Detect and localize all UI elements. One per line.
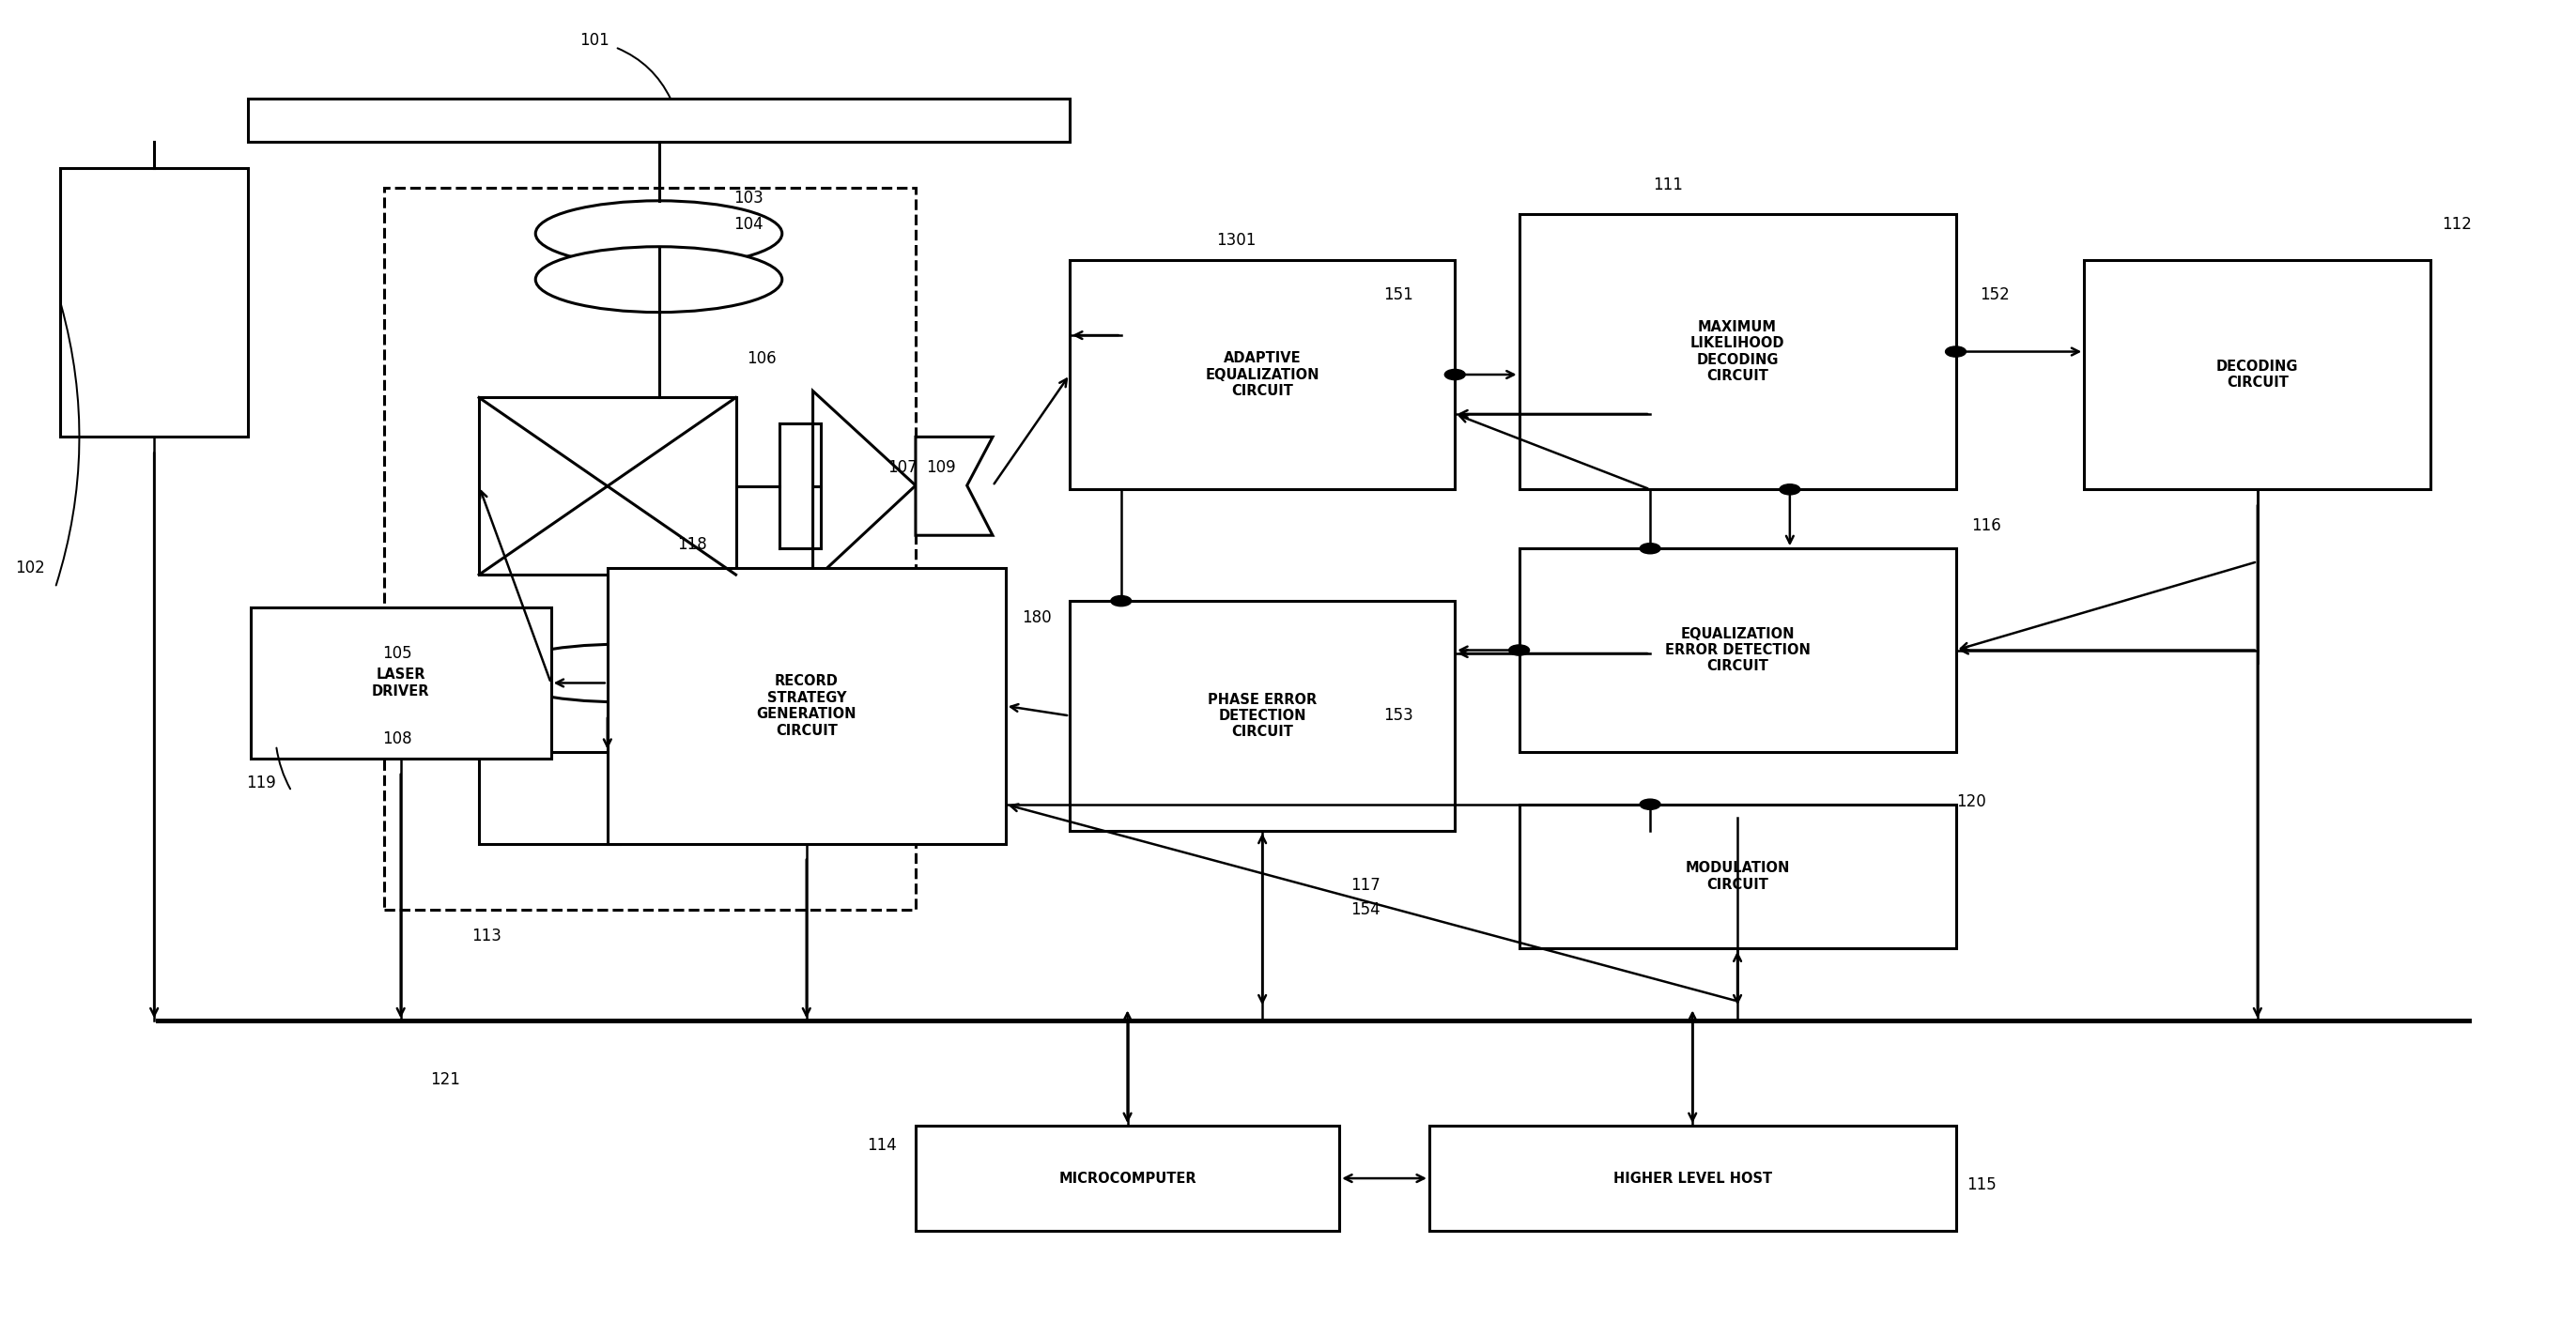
Text: 101: 101: [580, 32, 611, 49]
Text: 153: 153: [1383, 706, 1414, 723]
FancyBboxPatch shape: [479, 397, 737, 574]
Text: 108: 108: [381, 730, 412, 747]
FancyBboxPatch shape: [1520, 549, 1955, 752]
Text: 109: 109: [927, 458, 956, 475]
FancyBboxPatch shape: [1520, 214, 1955, 490]
Text: PHASE ERROR
DETECTION
CIRCUIT: PHASE ERROR DETECTION CIRCUIT: [1208, 693, 1316, 739]
Text: DECODING
CIRCUIT: DECODING CIRCUIT: [2215, 359, 2298, 389]
Text: MODULATION
CIRCUIT: MODULATION CIRCUIT: [1685, 861, 1790, 892]
Text: MAXIMUM
LIKELIHOOD
DECODING
CIRCUIT: MAXIMUM LIKELIHOOD DECODING CIRCUIT: [1690, 319, 1785, 383]
Ellipse shape: [536, 201, 783, 267]
Text: 112: 112: [2442, 216, 2470, 232]
FancyBboxPatch shape: [250, 607, 551, 759]
FancyBboxPatch shape: [479, 752, 621, 843]
Text: 152: 152: [1978, 286, 2009, 304]
Circle shape: [1641, 544, 1662, 553]
Polygon shape: [914, 437, 992, 536]
Text: ADAPTIVE
EQUALIZATION
CIRCUIT: ADAPTIVE EQUALIZATION CIRCUIT: [1206, 351, 1319, 397]
Ellipse shape: [536, 247, 783, 313]
Text: 115: 115: [1965, 1176, 1996, 1193]
Text: HIGHER LEVEL HOST: HIGHER LEVEL HOST: [1613, 1171, 1772, 1185]
FancyBboxPatch shape: [2084, 260, 2432, 490]
FancyBboxPatch shape: [1520, 804, 1955, 949]
Text: 151: 151: [1383, 286, 1414, 304]
Text: 114: 114: [868, 1137, 896, 1154]
Text: 105: 105: [381, 645, 412, 661]
Text: 118: 118: [677, 536, 706, 553]
Text: 180: 180: [1023, 610, 1051, 627]
FancyBboxPatch shape: [1430, 1126, 1955, 1230]
Circle shape: [1945, 346, 1965, 356]
Text: RECORD
STRATEGY
GENERATION
CIRCUIT: RECORD STRATEGY GENERATION CIRCUIT: [757, 675, 855, 738]
Circle shape: [1510, 645, 1530, 656]
Text: 119: 119: [245, 775, 276, 792]
Text: 102: 102: [15, 560, 44, 577]
Text: 104: 104: [734, 216, 762, 232]
Ellipse shape: [497, 644, 744, 702]
Circle shape: [1641, 799, 1662, 809]
Text: 117: 117: [1350, 878, 1381, 894]
Text: EQUALIZATION
ERROR DETECTION
CIRCUIT: EQUALIZATION ERROR DETECTION CIRCUIT: [1664, 627, 1811, 673]
Circle shape: [1110, 595, 1131, 606]
Text: 120: 120: [1955, 793, 1986, 810]
Text: MICROCOMPUTER: MICROCOMPUTER: [1059, 1171, 1195, 1185]
Text: 1301: 1301: [1216, 231, 1257, 248]
Text: LASER
DRIVER: LASER DRIVER: [371, 668, 430, 698]
Text: 113: 113: [471, 927, 502, 944]
FancyBboxPatch shape: [914, 1126, 1340, 1230]
FancyBboxPatch shape: [608, 568, 1005, 843]
FancyBboxPatch shape: [59, 168, 247, 437]
FancyBboxPatch shape: [1069, 601, 1455, 830]
Text: 111: 111: [1654, 177, 1682, 194]
FancyBboxPatch shape: [247, 99, 1069, 141]
Text: 116: 116: [1971, 517, 2002, 535]
FancyBboxPatch shape: [1069, 260, 1455, 490]
Circle shape: [1445, 370, 1466, 380]
Polygon shape: [814, 391, 914, 581]
Text: 106: 106: [747, 350, 775, 367]
Text: 121: 121: [430, 1072, 461, 1089]
Circle shape: [1780, 484, 1801, 495]
Text: 103: 103: [734, 190, 762, 206]
Text: 154: 154: [1350, 900, 1381, 917]
Text: 107: 107: [889, 458, 917, 475]
